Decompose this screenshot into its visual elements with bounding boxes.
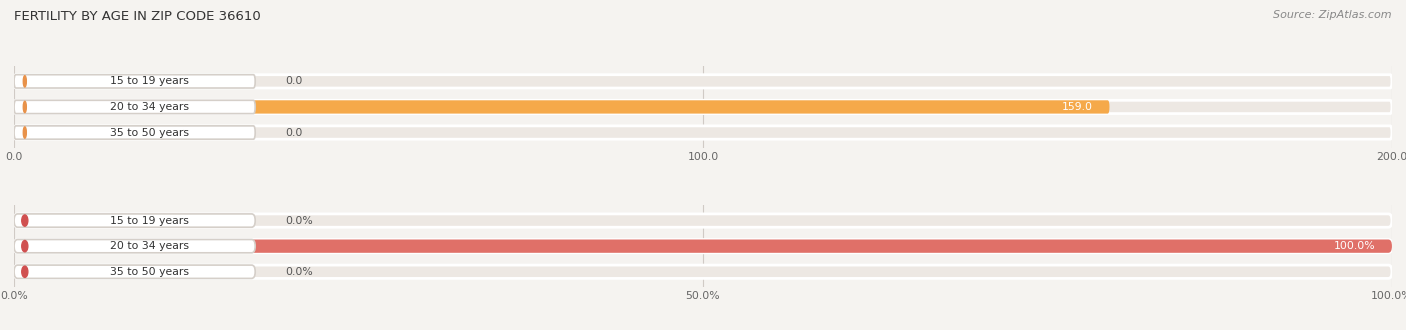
FancyBboxPatch shape bbox=[14, 214, 69, 227]
FancyBboxPatch shape bbox=[14, 240, 256, 253]
FancyBboxPatch shape bbox=[14, 126, 69, 139]
FancyBboxPatch shape bbox=[14, 214, 256, 227]
Text: Source: ZipAtlas.com: Source: ZipAtlas.com bbox=[1274, 10, 1392, 20]
FancyBboxPatch shape bbox=[14, 100, 1109, 114]
Circle shape bbox=[24, 101, 27, 113]
FancyBboxPatch shape bbox=[14, 75, 69, 88]
FancyBboxPatch shape bbox=[14, 265, 69, 279]
Text: 0.0%: 0.0% bbox=[285, 267, 314, 277]
FancyBboxPatch shape bbox=[14, 126, 1392, 139]
FancyBboxPatch shape bbox=[14, 214, 69, 227]
FancyBboxPatch shape bbox=[14, 214, 1392, 227]
FancyBboxPatch shape bbox=[14, 75, 256, 88]
FancyBboxPatch shape bbox=[14, 265, 1392, 279]
Text: FERTILITY BY AGE IN ZIP CODE 36610: FERTILITY BY AGE IN ZIP CODE 36610 bbox=[14, 10, 260, 23]
FancyBboxPatch shape bbox=[14, 240, 1392, 253]
Circle shape bbox=[24, 127, 27, 138]
FancyBboxPatch shape bbox=[14, 265, 256, 279]
FancyBboxPatch shape bbox=[14, 126, 69, 139]
Text: 0.0%: 0.0% bbox=[285, 215, 314, 226]
Text: 15 to 19 years: 15 to 19 years bbox=[110, 76, 188, 86]
Text: 35 to 50 years: 35 to 50 years bbox=[110, 127, 188, 138]
Text: 0.0: 0.0 bbox=[285, 76, 302, 86]
FancyBboxPatch shape bbox=[14, 100, 1392, 114]
Text: 100.0%: 100.0% bbox=[1334, 241, 1375, 251]
Text: 20 to 34 years: 20 to 34 years bbox=[110, 241, 188, 251]
Text: 15 to 19 years: 15 to 19 years bbox=[110, 215, 188, 226]
FancyBboxPatch shape bbox=[14, 240, 1392, 253]
Text: 159.0: 159.0 bbox=[1062, 102, 1092, 112]
Circle shape bbox=[21, 241, 28, 252]
Text: 0.0: 0.0 bbox=[285, 127, 302, 138]
FancyBboxPatch shape bbox=[14, 265, 69, 279]
FancyBboxPatch shape bbox=[14, 75, 1392, 88]
Circle shape bbox=[21, 266, 28, 278]
Circle shape bbox=[24, 76, 27, 87]
FancyBboxPatch shape bbox=[14, 126, 256, 139]
Circle shape bbox=[21, 215, 28, 226]
FancyBboxPatch shape bbox=[14, 75, 69, 88]
FancyBboxPatch shape bbox=[14, 100, 256, 114]
Text: 20 to 34 years: 20 to 34 years bbox=[110, 102, 188, 112]
Text: 35 to 50 years: 35 to 50 years bbox=[110, 267, 188, 277]
